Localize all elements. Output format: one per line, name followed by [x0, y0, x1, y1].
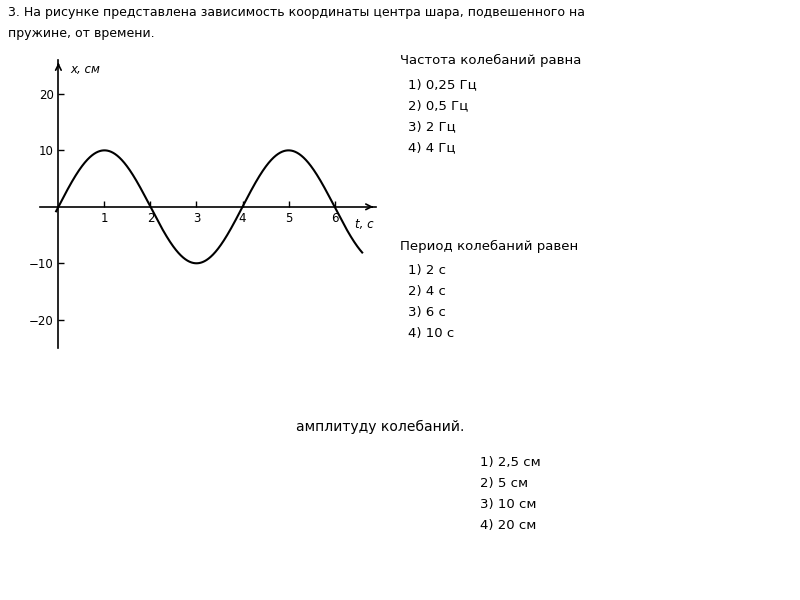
Text: 4) 4 Гц: 4) 4 Гц [408, 141, 455, 154]
Text: 3. На рисунке представлена зависимость координаты центра шара, подвешенного на: 3. На рисунке представлена зависимость к… [8, 6, 585, 19]
Text: x, см: x, см [70, 63, 100, 76]
Text: 2) 5 см: 2) 5 см [480, 477, 528, 490]
Text: 2) 0,5 Гц: 2) 0,5 Гц [408, 99, 468, 112]
Text: 2) 4 с: 2) 4 с [408, 285, 446, 298]
Text: 4) 10 с: 4) 10 с [408, 327, 454, 340]
Text: Частота колебаний равна: Частота колебаний равна [400, 54, 582, 67]
Text: 4) 20 см: 4) 20 см [480, 519, 536, 532]
Text: 3) 6 с: 3) 6 с [408, 306, 446, 319]
Text: 1) 2 с: 1) 2 с [408, 264, 446, 277]
Text: 3) 2 Гц: 3) 2 Гц [408, 120, 456, 133]
Text: 1) 2,5 см: 1) 2,5 см [480, 456, 541, 469]
Text: Период колебаний равен: Период колебаний равен [400, 240, 578, 253]
Text: t, с: t, с [355, 218, 374, 231]
Text: амплитуду колебаний.: амплитуду колебаний. [296, 420, 464, 434]
Text: 3) 10 см: 3) 10 см [480, 498, 537, 511]
Text: 1) 0,25 Гц: 1) 0,25 Гц [408, 78, 477, 91]
Text: пружине, от времени.: пружине, от времени. [8, 27, 154, 40]
